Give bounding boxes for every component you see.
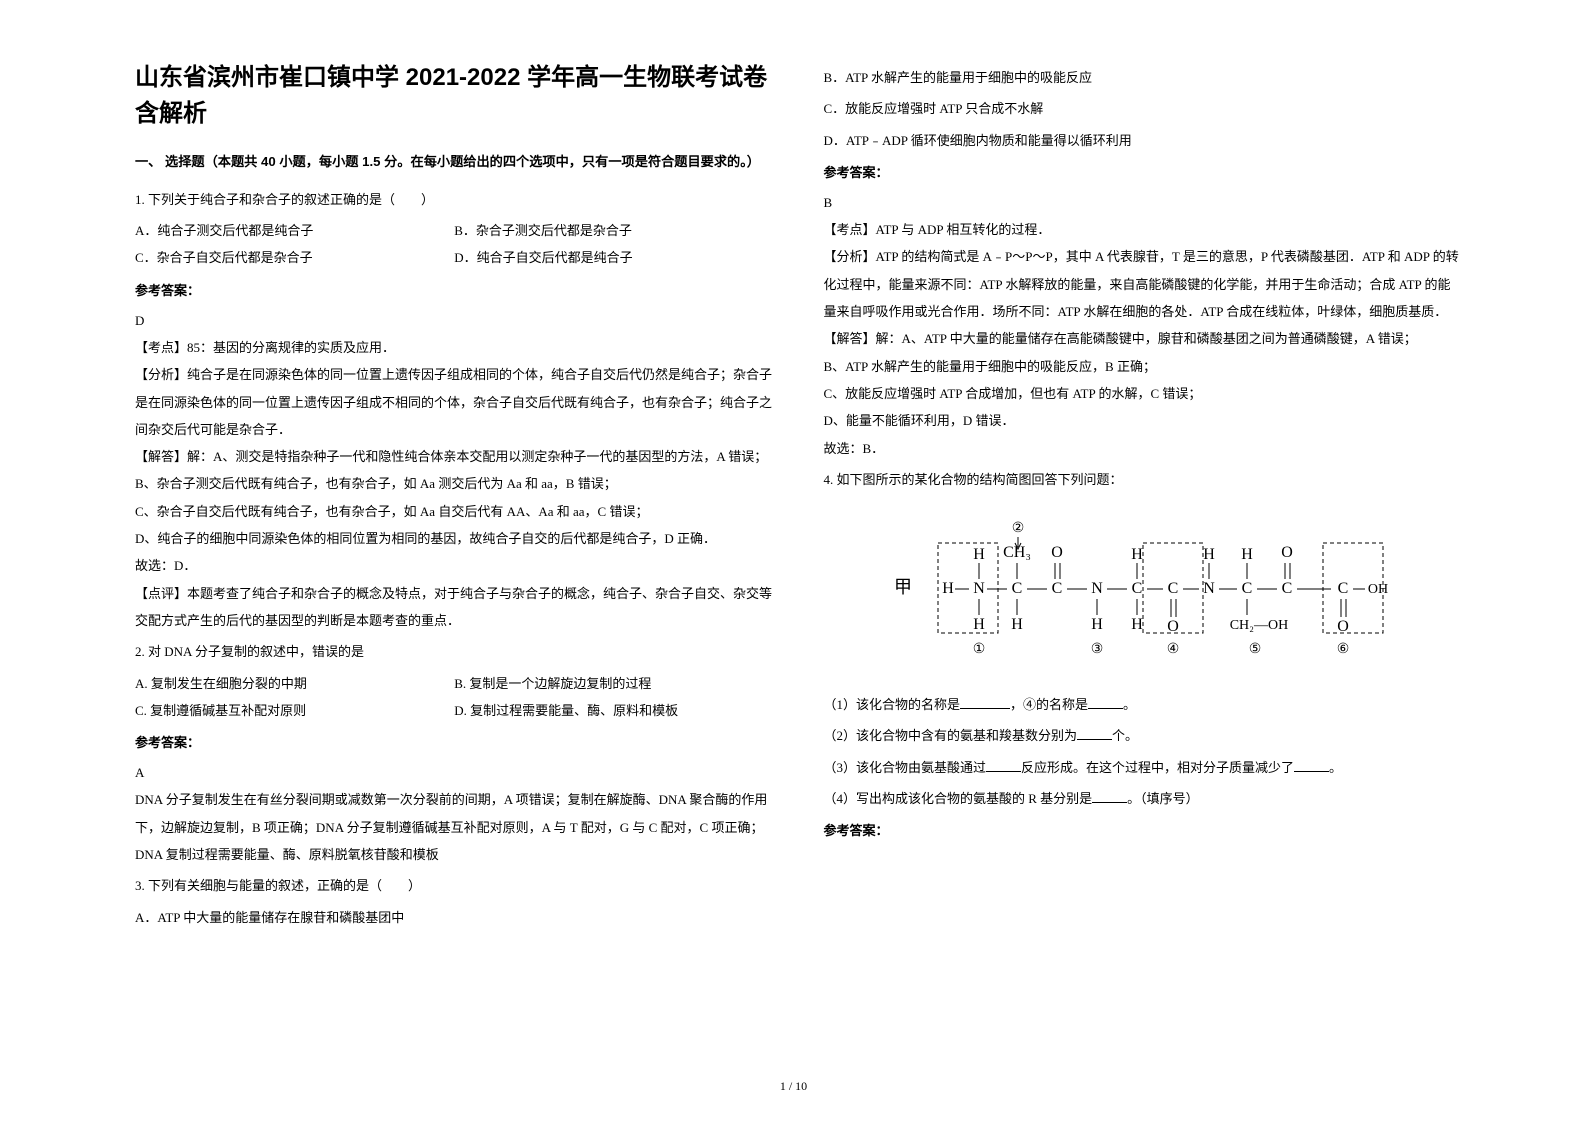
q1-optC: C．杂合子自交后代都是杂合子 xyxy=(135,244,454,271)
svg-text:C: C xyxy=(1051,580,1062,597)
exam-title: 山东省滨州市崔口镇中学 2021-2022 学年高一生物联考试卷含解析 xyxy=(135,60,774,132)
q2-optC: C. 复制遵循碱基互补配对原则 xyxy=(135,697,454,724)
svg-text:N: N xyxy=(973,580,985,597)
svg-text:CH₂—OH: CH₂—OH xyxy=(1229,618,1288,633)
q4-sub4-b: 。（填序号） xyxy=(1127,791,1199,806)
svg-text:①: ① xyxy=(972,640,985,656)
blank xyxy=(960,695,1010,709)
q3-kaodian: 【考点】ATP 与 ADP 相互转化的过程． xyxy=(824,216,1463,243)
q4-sub4: （4）写出构成该化合物的氨基酸的 R 基分别是 。（填序号） xyxy=(824,785,1463,812)
section-1-heading: 一、 选择题（本题共 40 小题，每小题 1.5 分。在每小题给出的四个选项中，… xyxy=(135,150,774,174)
blank xyxy=(1092,789,1127,803)
q1-jieda-1: 【解答】解：A、测交是特指杂种子一代和隐性纯合体亲本交配用以测定杂种子一代的基因… xyxy=(135,443,774,470)
q4-sub3-b: 反应形成。在这个过程中，相对分子质量减少了 xyxy=(1021,760,1294,775)
q4-sub1-c: 。 xyxy=(1123,697,1136,712)
q2-answer-label: 参考答案： xyxy=(135,732,774,751)
q2-options: A. 复制发生在细胞分裂的中期 B. 复制是一个边解旋边复制的过程 C. 复制遵… xyxy=(135,670,774,725)
q1-dianping: 【点评】本题考查了纯合子和杂合子的概念及特点，对于纯合子与杂合子的概念，纯合子、… xyxy=(135,580,774,635)
q1-answer: D xyxy=(135,307,774,334)
svg-text:②: ② xyxy=(1011,519,1024,535)
svg-text:O: O xyxy=(1337,618,1349,635)
svg-text:C: C xyxy=(1131,580,1142,597)
q3-jieda-4: D、能量不能循环利用，D 错误． xyxy=(824,407,1463,434)
svg-text:C: C xyxy=(1167,580,1178,597)
page-footer: 1 / 10 xyxy=(0,1079,1587,1094)
blank xyxy=(1088,695,1123,709)
svg-text:C: C xyxy=(1011,580,1022,597)
q1-answer-label: 参考答案： xyxy=(135,280,774,299)
q4-sub3: （3）该化合物由氨基酸通过 反应形成。在这个过程中，相对分子质量减少了 。 xyxy=(824,754,1463,781)
svg-text:H: H xyxy=(1203,546,1215,563)
blank xyxy=(986,758,1021,772)
q3-guxuan: 故选：B． xyxy=(824,435,1463,462)
svg-text:OH: OH xyxy=(1368,582,1388,597)
q3-jieda-1: 【解答】解：A、ATP 中大量的能量储存在高能磷酸键中，腺苷和磷酸基团之间为普通… xyxy=(824,325,1463,352)
q3-stem: 3. 下列有关细胞与能量的叙述，正确的是（ ） xyxy=(135,872,774,899)
q2-answer: A xyxy=(135,759,774,786)
q3-jieda-3: C、放能反应增强时 ATP 合成增加，但也有 ATP 的水解，C 错误； xyxy=(824,380,1463,407)
q1-jieda-4: D、纯合子的细胞中同源染色体的相同位置为相同的基因，故纯合子自交的后代都是纯合子… xyxy=(135,525,774,552)
right-column: B．ATP 水解产生的能量用于细胞中的吸能反应 C．放能反应增强时 ATP 只合… xyxy=(799,60,1488,1092)
q1-guxuan: 故选：D． xyxy=(135,552,774,579)
q1-optD: D．纯合子自交后代都是纯合子 xyxy=(454,244,773,271)
blank xyxy=(1294,758,1329,772)
svg-text:H: H xyxy=(973,616,985,633)
svg-text:N: N xyxy=(1203,580,1215,597)
q1-fenxi: 【分析】纯合子是在同源染色体的同一位置上遗传因子组成相同的个体，纯合子自交后代仍… xyxy=(135,361,774,443)
q1-stem: 1. 下列关于纯合子和杂合子的叙述正确的是（ ） xyxy=(135,186,774,213)
q3-fenxi: 【分析】ATP 的结构简式是 A﹣P～P～P，其中 A 代表腺苷，T 是三的意思… xyxy=(824,243,1463,325)
svg-text:H: H xyxy=(1131,546,1143,563)
left-column: 山东省滨州市崔口镇中学 2021-2022 学年高一生物联考试卷含解析 一、 选… xyxy=(110,60,799,1092)
q4-answer-label: 参考答案： xyxy=(824,820,1463,839)
q4-structure-diagram: 甲 H N H H C xyxy=(883,505,1403,679)
q3-optA: A．ATP 中大量的能量储存在腺苷和磷酸基团中 xyxy=(135,904,774,931)
blank xyxy=(1077,726,1112,740)
q2-optB: B. 复制是一个边解旋边复制的过程 xyxy=(454,670,773,697)
svg-text:O: O xyxy=(1051,544,1063,561)
svg-text:③: ③ xyxy=(1090,640,1103,656)
q1-kaodian: 【考点】85：基因的分离规律的实质及应用． xyxy=(135,334,774,361)
svg-text:H: H xyxy=(1011,616,1023,633)
svg-text:④: ④ xyxy=(1166,640,1179,656)
svg-text:H: H xyxy=(1131,616,1143,633)
svg-text:N: N xyxy=(1091,580,1103,597)
svg-text:H: H xyxy=(973,546,985,563)
q4-stem: 4. 如下图所示的某化合物的结构简图回答下列问题： xyxy=(824,466,1463,493)
svg-text:C: C xyxy=(1281,580,1292,597)
q3-answer-label: 参考答案： xyxy=(824,162,1463,181)
svg-text:C: C xyxy=(1241,580,1252,597)
svg-text:O: O xyxy=(1281,544,1293,561)
svg-text:H: H xyxy=(1241,546,1253,563)
q4-sub1-a: （1）该化合物的名称是 xyxy=(824,697,961,712)
q1-options: A．纯合子测交后代都是纯合子 B．杂合子测交后代都是杂合子 C．杂合子自交后代都… xyxy=(135,217,774,272)
q2-optD: D. 复制过程需要能量、酶、原料和模板 xyxy=(454,697,773,724)
q1-jieda-2: B、杂合子测交后代既有纯合子，也有杂合子，如 Aa 测交后代为 Aa 和 aa，… xyxy=(135,470,774,497)
svg-text:⑤: ⑤ xyxy=(1248,640,1261,656)
q3-optB: B．ATP 水解产生的能量用于细胞中的吸能反应 xyxy=(824,64,1463,91)
q1-optA: A．纯合子测交后代都是纯合子 xyxy=(135,217,454,244)
svg-text:O: O xyxy=(1167,618,1179,635)
q3-optC: C．放能反应增强时 ATP 只合成不水解 xyxy=(824,95,1463,122)
q3-answer: B xyxy=(824,189,1463,216)
svg-text:H: H xyxy=(942,580,954,597)
q3-optD: D．ATP﹣ADP 循环使细胞内物质和能量得以循环利用 xyxy=(824,127,1463,154)
q2-optA: A. 复制发生在细胞分裂的中期 xyxy=(135,670,454,697)
svg-text:H: H xyxy=(1091,616,1103,633)
q4-sub2-a: （2）该化合物中含有的氨基和羧基数分别为 xyxy=(824,728,1078,743)
svg-text:甲: 甲 xyxy=(894,577,912,597)
q1-optB: B．杂合子测交后代都是杂合子 xyxy=(454,217,773,244)
q2-stem: 2. 对 DNA 分子复制的叙述中，错误的是 xyxy=(135,638,774,665)
q4-sub2-b: 个。 xyxy=(1112,728,1138,743)
q4-sub1-b: ，④的名称是 xyxy=(1010,697,1088,712)
q4-sub4-a: （4）写出构成该化合物的氨基酸的 R 基分别是 xyxy=(824,791,1093,806)
q3-jieda-2: B、ATP 水解产生的能量用于细胞中的吸能反应，B 正确； xyxy=(824,353,1463,380)
svg-text:⑥: ⑥ xyxy=(1336,640,1349,656)
q4-sub3-c: 。 xyxy=(1329,760,1342,775)
svg-text:C: C xyxy=(1337,580,1348,597)
q1-jieda-3: C、杂合子自交后代既有纯合子，也有杂合子，如 Aa 自交后代有 AA、Aa 和 … xyxy=(135,498,774,525)
q2-explain: DNA 分子复制发生在有丝分裂间期或减数第一次分裂前的间期，A 项错误；复制在解… xyxy=(135,786,774,868)
q4-sub3-a: （3）该化合物由氨基酸通过 xyxy=(824,760,987,775)
q4-sub1: （1）该化合物的名称是 ，④的名称是 。 xyxy=(824,691,1463,718)
q4-sub2: （2）该化合物中含有的氨基和羧基数分别为 个。 xyxy=(824,722,1463,749)
